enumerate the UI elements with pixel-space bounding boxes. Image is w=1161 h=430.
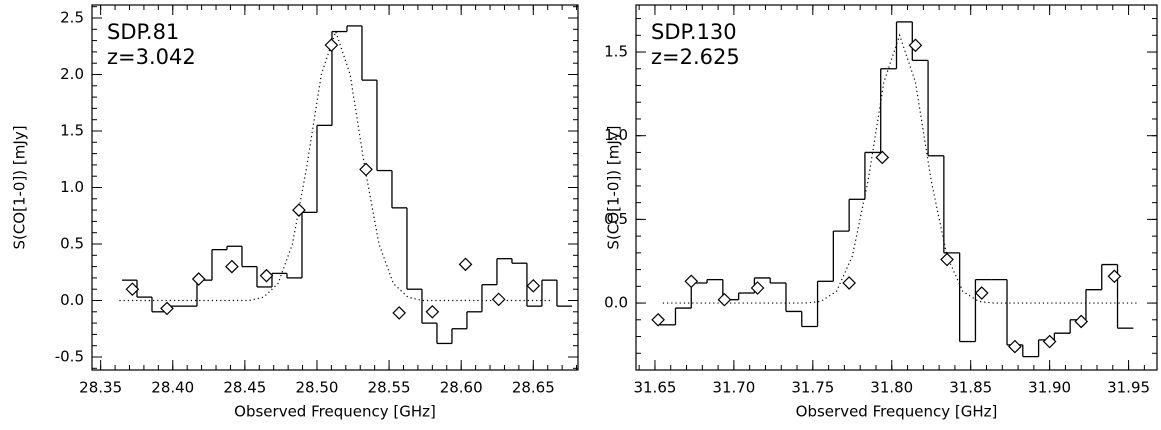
- binned-point: [908, 38, 923, 53]
- y-tick-label: 1.5: [604, 43, 628, 61]
- x-tick-label: 28.50: [295, 379, 338, 397]
- y-tick-label: 1.5: [60, 121, 84, 139]
- binned-point: [125, 282, 140, 297]
- x-tick-label: 28.40: [151, 379, 194, 397]
- annotation: SDP.81: [107, 20, 179, 44]
- y-axis-title: S(CO[1-0]) [mJy]: [605, 125, 623, 249]
- binned-point: [425, 304, 440, 319]
- binned-point: [1107, 269, 1122, 284]
- binned-point: [292, 203, 306, 217]
- y-tick-label: 2.5: [60, 8, 84, 26]
- x-tick-label: 31.80: [870, 379, 913, 397]
- x-tick-label: 31.70: [712, 379, 755, 397]
- binned-point: [651, 312, 665, 327]
- x-tick-label: 31.95: [1107, 379, 1150, 397]
- x-tick-label: 28.35: [79, 379, 122, 397]
- binned-point: [259, 268, 274, 283]
- y-tick-label: 0.5: [604, 210, 628, 228]
- x-tick-label: 28.60: [440, 379, 483, 397]
- x-tick-label: 28.65: [512, 379, 555, 397]
- plot-frame: [91, 4, 579, 371]
- binned-point: [324, 38, 339, 52]
- y-tick-label: 0.0: [604, 294, 628, 312]
- binned-point: [717, 292, 732, 307]
- x-tick-label: 28.55: [368, 379, 411, 397]
- binned-point: [392, 306, 407, 320]
- y-tick-label: -0.5: [55, 348, 84, 366]
- binned-point: [526, 278, 541, 293]
- y-tick-label: 1.0: [60, 178, 84, 196]
- binned-point: [684, 274, 699, 289]
- plot-frame: [635, 4, 1158, 371]
- y-tick-label: 2.0: [60, 65, 84, 83]
- y-tick-label: 1.0: [604, 126, 628, 144]
- y-axis-title: S(CO[1-0]) [mJy]: [11, 125, 29, 249]
- panel: 31.65 31.70 31.75 31.80 31.85 31.90 31.95 0.0 0.…: [604, 4, 1158, 421]
- annotation: z=2.625: [651, 45, 740, 69]
- binned-point: [225, 259, 239, 274]
- binned-point: [1042, 334, 1057, 349]
- binned-point: [160, 301, 174, 316]
- x-tick-label: 31.90: [1028, 379, 1071, 397]
- binned-point: [191, 272, 206, 286]
- annotation: z=3.042: [107, 45, 196, 69]
- gaussian-fit: [119, 29, 553, 302]
- binned-point: [491, 292, 506, 307]
- binned-point: [750, 281, 765, 295]
- x-tick-label: 31.85: [949, 379, 992, 397]
- annotation: SDP.130: [651, 20, 737, 44]
- binned-point: [842, 276, 856, 290]
- x-axis-title: Observed Frequency [GHz]: [234, 403, 436, 421]
- x-tick-label: 31.75: [791, 379, 834, 397]
- x-tick-label: 31.65: [633, 379, 676, 397]
- binned-point: [875, 150, 890, 165]
- binned-point: [940, 252, 954, 267]
- x-axis-title: Observed Frequency [GHz]: [796, 403, 998, 421]
- binned-point: [359, 162, 373, 177]
- binned-point: [458, 257, 473, 272]
- panel: 28.35 28.40 28.45 28.50 28.55 28.60 28.65 -0.5 0…: [11, 4, 579, 421]
- gaussian-fit: [662, 33, 1137, 304]
- y-tick-label: 0.5: [60, 235, 84, 253]
- binned-point: [1008, 339, 1022, 354]
- x-tick-label: 28.45: [223, 379, 266, 397]
- y-tick-label: 0.0: [60, 291, 84, 309]
- binned-point: [1074, 314, 1089, 329]
- binned-point: [974, 286, 989, 300]
